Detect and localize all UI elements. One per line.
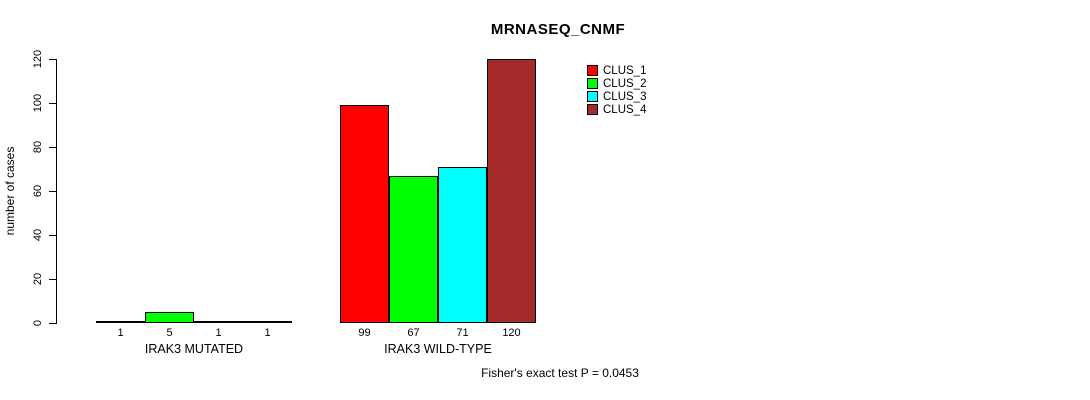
y-tick-mark xyxy=(49,278,56,280)
legend-row: CLUS_1 xyxy=(587,64,646,77)
y-tick-label: 20 xyxy=(32,272,44,286)
bar-value-label: 67 xyxy=(407,327,420,339)
bar-clus_1-2 xyxy=(340,105,389,323)
bar-clus_1-1 xyxy=(96,320,145,323)
legend-row: CLUS_2 xyxy=(587,77,646,90)
y-tick-mark xyxy=(49,322,56,324)
bar-value-label: 120 xyxy=(502,327,521,339)
y-axis-title: number of cases xyxy=(3,146,17,236)
legend-swatch-icon xyxy=(587,91,598,102)
y-tick-mark xyxy=(49,234,56,236)
bar-clus_2-2 xyxy=(389,175,438,323)
legend-row: CLUS_3 xyxy=(587,90,646,103)
bar-value-label: 99 xyxy=(358,327,371,339)
legend-label: CLUS_4 xyxy=(603,103,647,116)
bar-clus_2-1 xyxy=(145,312,194,323)
y-tick-mark xyxy=(49,58,56,60)
bar-value-label: 71 xyxy=(456,327,469,339)
y-tick-label: 40 xyxy=(32,228,44,242)
y-axis-line xyxy=(56,59,57,324)
bar-clus_4-2 xyxy=(487,59,536,323)
y-tick-label: 120 xyxy=(32,49,44,69)
legend-label: CLUS_3 xyxy=(603,90,647,103)
fisher-test-annotation: Fisher's exact test P = 0.0453 xyxy=(481,366,639,380)
category-label: IRAK3 MUTATED xyxy=(144,342,244,356)
y-tick-label: 100 xyxy=(32,93,44,113)
chart-title: MRNASEQ_CNMF xyxy=(490,21,626,38)
legend-label: CLUS_2 xyxy=(603,77,647,90)
bar-clus_3-2 xyxy=(438,166,487,323)
category-label: IRAK3 WILD-TYPE xyxy=(384,342,492,356)
legend-swatch-icon xyxy=(587,104,598,115)
legend-swatch-icon xyxy=(587,65,598,76)
y-tick-label: 60 xyxy=(32,184,44,198)
legend-label: CLUS_1 xyxy=(603,64,647,77)
y-tick-mark xyxy=(49,146,56,148)
legend: CLUS_1 CLUS_2 CLUS_3 CLUS_4 xyxy=(587,64,646,116)
bar-clus_4-1 xyxy=(243,320,292,323)
bar-value-label: 5 xyxy=(166,327,173,339)
legend-swatch-icon xyxy=(587,78,598,89)
y-tick-mark xyxy=(49,190,56,192)
y-tick-label: 80 xyxy=(32,140,44,154)
y-tick-mark xyxy=(49,102,56,104)
bar-clus_3-1 xyxy=(194,320,243,323)
bar-value-label: 1 xyxy=(117,327,124,339)
y-tick-label: 0 xyxy=(32,319,44,327)
bar-value-label: 1 xyxy=(215,327,222,339)
bar-value-label: 1 xyxy=(264,327,271,339)
legend-row: CLUS_4 xyxy=(587,103,646,116)
